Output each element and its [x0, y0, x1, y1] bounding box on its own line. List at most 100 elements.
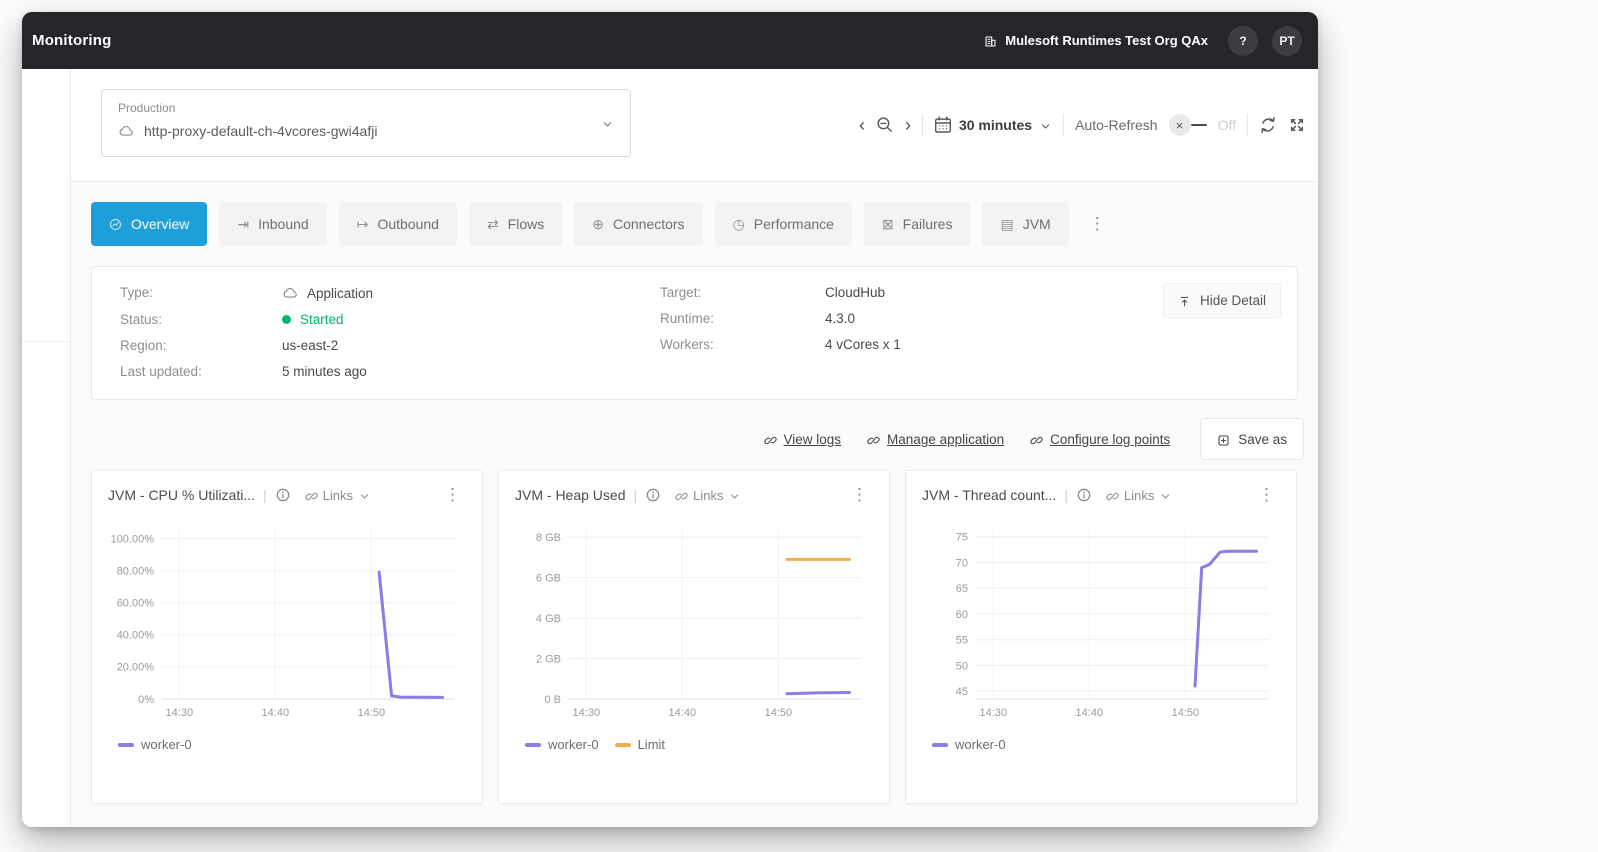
time-next-button[interactable]: › — [904, 115, 911, 135]
divider: | — [263, 487, 267, 504]
auto-refresh-label: Auto-Refresh — [1075, 117, 1158, 133]
strip-divider — [22, 341, 70, 342]
legend-item: worker-0 — [932, 737, 1006, 752]
detail-value: Application — [307, 285, 374, 301]
tab-outbound[interactable]: ↦ Outbound — [338, 202, 457, 246]
divider — [921, 114, 923, 136]
overview-icon — [109, 217, 122, 232]
resource-selector[interactable]: Production http-proxy-default-ch-4vcores… — [101, 89, 631, 157]
link-label: Manage application — [887, 431, 1005, 447]
chart-menu-kebab-icon[interactable]: ⋮ — [843, 485, 877, 505]
svg-text:6 GB: 6 GB — [536, 573, 561, 585]
time-range-dropdown[interactable]: 30 minutes — [934, 116, 1052, 134]
svg-text:14:30: 14:30 — [980, 707, 1008, 719]
divider: | — [1064, 487, 1068, 504]
tabs-overflow-kebab-icon[interactable]: ⋮ — [1081, 214, 1115, 234]
svg-text:40.00%: 40.00% — [117, 630, 155, 642]
detail-value: CloudHub — [825, 285, 886, 300]
avatar[interactable]: PT — [1272, 25, 1302, 56]
link-manage-application[interactable]: Manage application — [867, 432, 1004, 447]
time-prev-button[interactable]: ‹ — [858, 115, 865, 135]
legend-label: worker-0 — [141, 737, 192, 753]
flows-icon: ⇄ — [486, 216, 499, 232]
auto-refresh-toggle[interactable]: × — [1168, 114, 1207, 136]
refresh-button[interactable] — [1259, 116, 1277, 134]
toggle-x-icon: × — [1168, 114, 1191, 136]
svg-text:75: 75 — [956, 532, 968, 544]
chart-card: JVM - Thread count... | Links ⋮ 75 70 65 60… — [905, 470, 1297, 805]
divider — [1247, 114, 1248, 136]
svg-text:14:40: 14:40 — [669, 707, 697, 719]
chart-plot: 75 70 65 60 55 50 45 14:30 14:40 14:50 — [956, 529, 1268, 719]
info-icon[interactable] — [645, 487, 661, 503]
link-configure-log-points[interactable]: Configure log points — [1030, 432, 1170, 447]
chart-plot: 100.00% 80.00% 60.00% 40.00% 20.00% 0% 14:30 14… — [111, 529, 454, 719]
tab-overview[interactable]: Overview — [91, 202, 208, 246]
svg-text:2 GB: 2 GB — [536, 654, 561, 666]
top-bar: Monitoring Mulesoft Runtimes Test Org QA… — [22, 12, 1318, 69]
performance-icon: ◷ — [732, 216, 745, 232]
cloud-icon — [282, 285, 298, 301]
outbound-icon: ↦ — [356, 216, 369, 232]
svg-text:80.00%: 80.00% — [117, 566, 155, 578]
chart-menu-kebab-icon[interactable]: ⋮ — [436, 485, 470, 505]
link-view-logs[interactable]: View logs — [764, 431, 842, 447]
tab-bar: Overview ⇥ Inbound ↦ Outbound ⇄ Flows ⊕ Conn… — [71, 182, 1318, 246]
legend-item: Limit — [614, 737, 665, 752]
time-range-value: 30 minutes — [958, 116, 1033, 133]
tab-label: Failures — [902, 216, 953, 232]
svg-text:8 GB: 8 GB — [536, 532, 561, 544]
link-label: View logs — [783, 431, 842, 447]
help-button[interactable]: ? — [1228, 25, 1258, 56]
svg-text:60.00%: 60.00% — [117, 598, 155, 610]
status-value: Started — [300, 312, 344, 328]
svg-text:20.00%: 20.00% — [117, 662, 155, 674]
hide-detail-button[interactable]: Hide Detail — [1162, 283, 1281, 318]
detail-value: us-east-2 — [282, 338, 339, 354]
tab-jvm[interactable]: ▤ JVM — [982, 202, 1069, 246]
cloud-icon — [118, 122, 134, 139]
app-window: Monitoring Mulesoft Runtimes Test Org QA… — [22, 12, 1318, 827]
detail-value: 4 vCores x 1 — [825, 337, 901, 352]
svg-text:14:50: 14:50 — [358, 707, 386, 719]
detail-label: Workers: — [660, 337, 714, 352]
chart-links-label: Links — [1124, 487, 1155, 503]
info-icon[interactable] — [275, 487, 291, 503]
chart-links-label: Links — [693, 487, 724, 503]
tab-inbound[interactable]: ⇥ Inbound — [219, 202, 327, 246]
org-switcher[interactable]: Mulesoft Runtimes Test Org QAx — [978, 32, 1214, 49]
chart-title: JVM - CPU % Utilizati... — [108, 487, 256, 504]
hide-detail-label: Hide Detail — [1199, 293, 1266, 308]
tab-label: Overview — [131, 216, 190, 232]
tab-label: Flows — [507, 216, 545, 232]
tab-performance[interactable]: ◷ Performance — [714, 202, 852, 246]
chart-links-dropdown[interactable]: Links — [669, 487, 747, 504]
chart-menu-kebab-icon[interactable]: ⋮ — [1250, 485, 1284, 505]
chart-links-label: Links — [322, 487, 354, 503]
tab-flows[interactable]: ⇄ Flows — [468, 202, 563, 246]
svg-text:14:50: 14:50 — [765, 707, 793, 719]
chart-links-dropdown[interactable]: Links — [299, 487, 377, 504]
svg-text:14:50: 14:50 — [1172, 707, 1200, 719]
detail-left-column: Type: Application Status: Started Region: us-… — [120, 285, 660, 379]
tab-label: Outbound — [377, 216, 439, 232]
toolbar: Production http-proxy-default-ch-4vcores… — [71, 69, 1318, 182]
tab-failures[interactable]: ⊠ Failures — [863, 202, 971, 246]
info-icon[interactable] — [1076, 487, 1092, 503]
detail-label: Type: — [120, 285, 154, 300]
chart-links-dropdown[interactable]: Links — [1100, 487, 1178, 504]
time-zoom-out-button[interactable] — [876, 116, 894, 134]
legend-item: worker-0 — [118, 737, 192, 752]
left-nav-strip — [22, 69, 71, 827]
svg-text:14:30: 14:30 — [573, 707, 601, 719]
save-icon — [1217, 432, 1230, 447]
save-as-label: Save as — [1238, 431, 1287, 447]
detail-right-column: Target: CloudHub Runtime: 4.3.0 Workers: 4 vC… — [660, 285, 901, 379]
legend-swatch — [118, 742, 134, 747]
fullscreen-button[interactable] — [1288, 116, 1306, 134]
link-icon — [867, 432, 880, 447]
legend-label: worker-0 — [955, 737, 1006, 753]
tab-connectors[interactable]: ⊕ Connectors — [574, 202, 703, 246]
save-as-button[interactable]: Save as — [1200, 418, 1304, 461]
detail-label: Status: — [120, 312, 163, 328]
